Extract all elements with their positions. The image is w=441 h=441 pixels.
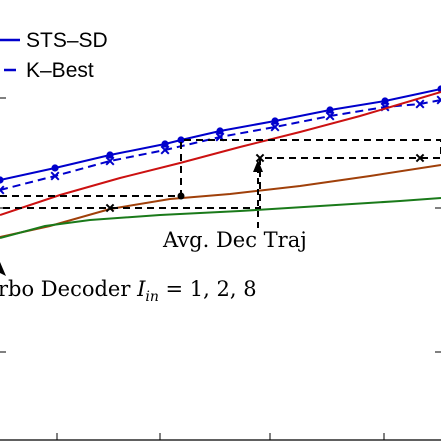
series-1-point-6 xyxy=(325,111,335,121)
series-0-point-9 xyxy=(437,85,441,93)
trajectory-point-2 xyxy=(255,153,265,163)
series-0-point-3 xyxy=(161,140,169,148)
series-0-point-5 xyxy=(216,127,224,135)
turbo-suffix: = 1, 2, 8 xyxy=(159,277,257,301)
trajectory-layer xyxy=(0,139,441,228)
turbo-var: I xyxy=(136,277,146,301)
series-1-point-0 xyxy=(0,185,5,195)
series-0-point-7 xyxy=(326,106,334,114)
x-marker-a xyxy=(0,188,5,195)
axis-ticks xyxy=(0,97,441,440)
series-line-2 xyxy=(0,91,441,216)
series-1-point-5 xyxy=(270,122,280,132)
x-marker-a xyxy=(436,95,441,102)
series-0-point-4 xyxy=(177,136,185,144)
series-line-1 xyxy=(0,99,441,191)
trajectory-point-1 xyxy=(177,192,185,200)
trajectory-line xyxy=(0,139,441,209)
traj-x-b xyxy=(415,153,425,163)
series-0-point-2 xyxy=(106,151,114,159)
x-marker-b xyxy=(50,171,60,181)
series-0-point-0 xyxy=(0,176,4,184)
trajectory-point-3 xyxy=(415,153,425,163)
turbo-arrow-head xyxy=(0,262,6,276)
x-marker-b xyxy=(436,98,441,105)
legend-label-sts-sd: STS–SD xyxy=(26,29,108,52)
turbo-prefix: rbo Decoder xyxy=(0,277,137,301)
x-marker-b xyxy=(160,145,170,155)
series-line-4 xyxy=(0,197,441,239)
series-1-point-1 xyxy=(50,171,60,181)
avg-dec-traj-annotation: Avg. Dec Traj xyxy=(162,228,307,252)
legend: STS–SD K–Best xyxy=(0,29,108,82)
series-layer xyxy=(0,85,441,239)
series-0-point-8 xyxy=(381,97,389,105)
turbo-sub: in xyxy=(145,289,159,305)
series-0-point-1 xyxy=(51,164,59,172)
avg-dec-traj-arrow-head xyxy=(253,160,263,172)
turbo-decoder-annotation: rbo Decoder Iin = 1, 2, 8 xyxy=(0,262,257,305)
trajectory-point-0 xyxy=(105,203,115,213)
legend-label-k-best: K–Best xyxy=(26,59,94,82)
x-marker-b xyxy=(270,122,280,132)
x-marker-b xyxy=(325,111,335,121)
series-line-3 xyxy=(0,164,441,238)
series-1-point-9 xyxy=(436,95,441,105)
series-1-point-3 xyxy=(160,145,170,155)
traj-x-b xyxy=(255,153,265,163)
series-0-point-6 xyxy=(271,117,279,125)
series-1-point-8 xyxy=(415,99,425,109)
x-marker-b xyxy=(415,99,425,109)
x-marker-b xyxy=(105,156,115,166)
traj-x-b xyxy=(105,203,115,213)
avg-dec-traj-label: Avg. Dec Traj xyxy=(162,228,307,252)
x-marker-b xyxy=(215,132,225,142)
series-line-0 xyxy=(0,88,441,181)
turbo-decoder-label: rbo Decoder Iin = 1, 2, 8 xyxy=(0,277,257,305)
series-1-point-2 xyxy=(105,156,115,166)
x-marker-b xyxy=(0,185,5,192)
